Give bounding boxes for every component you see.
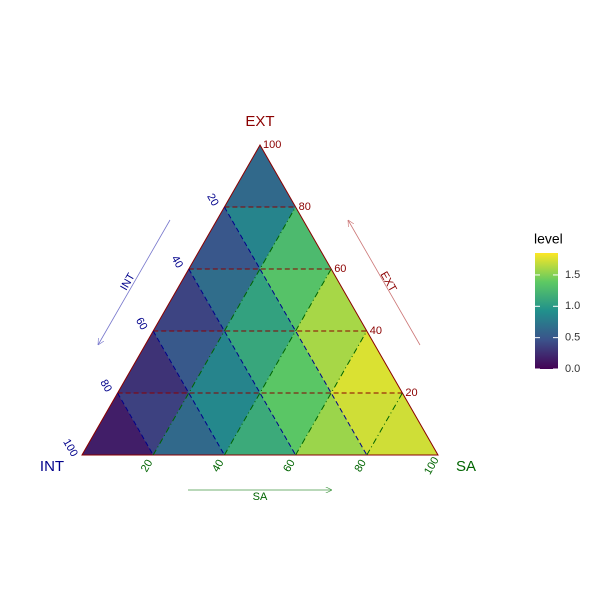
grid-line bbox=[152, 206, 297, 456]
int-tick-label: 20 bbox=[204, 192, 221, 209]
grid-line bbox=[117, 392, 154, 456]
legend-title: level bbox=[534, 231, 563, 247]
triangle-outline bbox=[81, 143, 439, 456]
int-arrow bbox=[98, 219, 171, 345]
colorbar bbox=[535, 253, 558, 369]
ext-tick-label: 100 bbox=[263, 139, 281, 151]
ext-arrow bbox=[348, 220, 421, 346]
field bbox=[81, 143, 439, 456]
colorbar-label: 0.0 bbox=[565, 363, 580, 375]
int-title: INT bbox=[40, 458, 64, 475]
ext-tick-label: 40 bbox=[370, 325, 382, 337]
sa-arrow-label: SA bbox=[253, 491, 268, 503]
sa-tick-label: 60 bbox=[281, 458, 298, 475]
ext-title: EXT bbox=[245, 113, 274, 130]
grid-line bbox=[366, 392, 403, 456]
sa-tick-label: 80 bbox=[352, 458, 369, 475]
colorbar-label: 1.5 bbox=[565, 269, 580, 281]
ext-tick-label: 20 bbox=[405, 387, 417, 399]
sa-title: SA bbox=[456, 458, 476, 475]
grid-line bbox=[295, 330, 368, 456]
grid-line bbox=[188, 268, 297, 456]
int-arrow-label: INT bbox=[118, 271, 137, 293]
int-tick-label: 80 bbox=[97, 378, 114, 395]
ext-tick-label: 80 bbox=[299, 201, 311, 213]
ext-tick-label: 60 bbox=[334, 263, 346, 275]
grid-line bbox=[223, 268, 332, 456]
int-tick-label: 60 bbox=[133, 316, 150, 333]
int-tick-label: 100 bbox=[60, 437, 80, 459]
sa-tick-label: 20 bbox=[139, 458, 156, 475]
field-cell bbox=[223, 144, 297, 208]
colorbar-label: 1.0 bbox=[565, 300, 580, 312]
colorbar-label: 0.5 bbox=[565, 332, 580, 344]
grid bbox=[117, 206, 403, 456]
int-tick-label: 40 bbox=[169, 254, 186, 271]
sa-tick-label: 40 bbox=[210, 458, 227, 475]
ext-arrow-label: EXT bbox=[378, 270, 399, 295]
sa-tick-label: 100 bbox=[422, 455, 442, 477]
